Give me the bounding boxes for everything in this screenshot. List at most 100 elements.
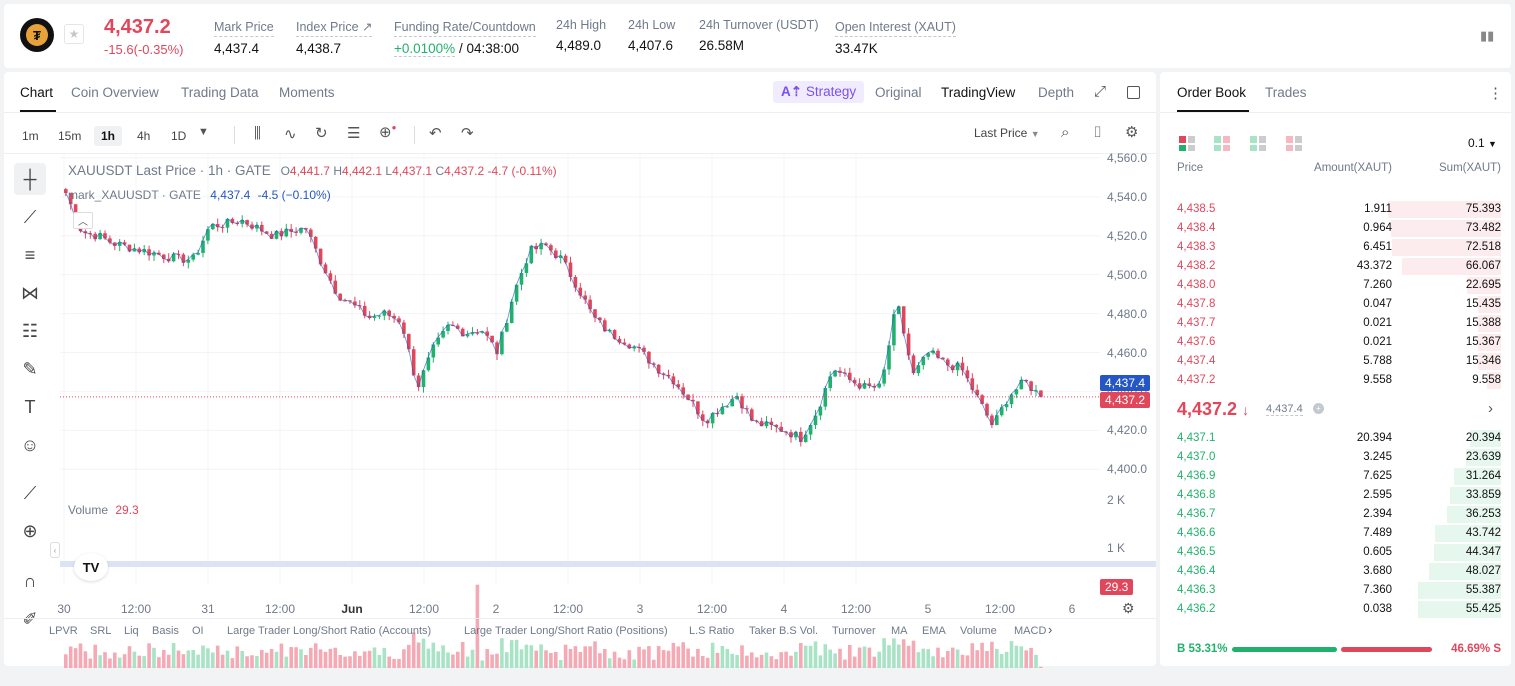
indicator-tab[interactable]: Volume — [960, 625, 997, 637]
bid-row[interactable]: 4,436.6 7.489 43.742 — [1160, 524, 1511, 543]
ask-row[interactable]: 4,438.5 1.911 75.393 — [1160, 200, 1511, 219]
bid-row[interactable]: 4,437.1 20.394 20.394 — [1160, 429, 1511, 448]
tab-trades[interactable]: Trades — [1265, 85, 1307, 100]
brush-tool-icon[interactable]: ✎ — [22, 358, 38, 379]
ask-row[interactable]: 4,437.2 9.558 9.558 — [1160, 371, 1511, 390]
timeframe-1h[interactable]: 1h — [94, 126, 123, 146]
horizontal-lines-tool-icon[interactable]: ≡ — [24, 244, 36, 265]
tab-tradingview[interactable]: TradingView — [941, 85, 1016, 100]
ask-row[interactable]: 4,438.0 7.260 22.695 — [1160, 276, 1511, 295]
ask-row[interactable]: 4,437.8 0.047 15.435 — [1160, 295, 1511, 314]
precision-select[interactable]: 0.1 ▼ — [1468, 136, 1497, 150]
chart-settings-gear-icon[interactable]: ⚙ — [1122, 600, 1135, 616]
trendline-tool-icon[interactable]: ⟋ — [23, 206, 37, 227]
gear-icon[interactable]: ⚙ — [1125, 124, 1139, 141]
timeframe-dropdown-icon[interactable]: ▼ — [198, 126, 209, 138]
more-options-icon[interactable]: ⋮ — [1488, 85, 1503, 102]
indicator-tab[interactable]: L.S Ratio — [689, 625, 735, 637]
indicator-tab[interactable]: Basis — [152, 625, 179, 637]
book-view-asks-icon[interactable] — [1286, 136, 1302, 151]
book-view-both-icon[interactable] — [1179, 136, 1195, 151]
indicator-tab[interactable]: Large Trader Long/Short Ratio (Accounts) — [227, 625, 432, 637]
stat-funding-rate[interactable]: Funding Rate/Countdown +0.0100% / 04:38:… — [394, 18, 536, 57]
favorite-star-icon[interactable]: ★ — [64, 24, 84, 44]
ask-row[interactable]: 4,438.4 0.964 73.482 — [1160, 219, 1511, 238]
text-tool-icon[interactable]: T — [24, 396, 36, 417]
ask-row[interactable]: 4,438.2 43.372 66.067 — [1160, 257, 1511, 276]
bid-row[interactable]: 4,436.8 2.595 33.859 — [1160, 486, 1511, 505]
indicator-tab[interactable]: EMA — [922, 625, 946, 637]
templates-icon[interactable]: ☰ — [347, 125, 361, 142]
timeframe-1d[interactable]: 1D — [171, 129, 187, 143]
price-source-select[interactable]: Last Price ▼ — [974, 126, 1040, 140]
tab-chart[interactable]: Chart — [20, 85, 54, 100]
ruler-tool-icon[interactable]: ⟋ — [23, 482, 37, 503]
fibonacci-tool-icon[interactable]: ☷ — [21, 320, 39, 341]
timeframe-4h[interactable]: 4h — [137, 129, 151, 143]
candle-body — [862, 383, 867, 389]
collapse-toolbar-icon[interactable]: ‹ — [50, 542, 60, 558]
chevron-right-icon[interactable]: › — [1488, 400, 1493, 417]
ask-row[interactable]: 4,437.4 5.788 15.346 — [1160, 352, 1511, 371]
indicator-tab[interactable]: SRL — [90, 625, 112, 637]
tab-trading-data[interactable]: Trading Data — [181, 85, 259, 100]
crosshair-tool-icon[interactable]: ┼ — [14, 163, 46, 195]
magnet-tool-icon[interactable]: ∩ — [23, 570, 37, 591]
stat-open-interest[interactable]: Open Interest (XAUT) 33.47K — [835, 18, 956, 56]
bid-row[interactable]: 4,436.3 7.360 55.387 — [1160, 581, 1511, 600]
volume-bar — [676, 646, 681, 668]
camera-icon[interactable]: ⌷ — [1093, 124, 1103, 141]
tab-original[interactable]: Original — [875, 85, 922, 100]
indicator-tab[interactable]: MA — [891, 625, 908, 637]
candlestick-chart[interactable] — [60, 154, 1156, 686]
indicators-icon[interactable]: ∿ — [284, 126, 297, 143]
candle-body — [495, 342, 499, 355]
ask-row[interactable]: 4,437.6 0.021 15.367 — [1160, 333, 1511, 352]
book-view-split-icon[interactable] — [1214, 136, 1230, 151]
emoji-tool-icon[interactable]: ☺ — [20, 434, 40, 455]
indicator-tab[interactable]: LPVR — [49, 625, 78, 637]
chevron-right-icon[interactable]: › — [1048, 622, 1053, 637]
expand-icon[interactable]: ⤢ — [1094, 83, 1107, 100]
stat-index-price[interactable]: Index Price ↗ 4,438.7 — [296, 18, 373, 56]
volume-bar — [211, 652, 215, 668]
fullscreen-icon[interactable] — [1127, 86, 1140, 99]
bid-row[interactable]: 4,436.5 0.605 44.347 — [1160, 543, 1511, 562]
search-icon[interactable]: ⌕ — [1061, 124, 1070, 141]
pattern-tool-icon[interactable]: ⋈ — [21, 282, 39, 303]
indicator-tab[interactable]: Large Trader Long/Short Ratio (Positions… — [464, 625, 668, 637]
tab-order-book[interactable]: Order Book — [1177, 85, 1247, 100]
bid-row[interactable]: 4,436.9 7.625 31.264 — [1160, 467, 1511, 486]
tradingview-logo-icon[interactable]: TV — [74, 553, 108, 581]
tab-depth[interactable]: Depth — [1038, 85, 1075, 100]
ask-row[interactable]: 4,438.3 6.451 72.518 — [1160, 238, 1511, 257]
bid-row[interactable]: 4,437.0 3.245 23.639 — [1160, 448, 1511, 467]
undo-icon[interactable]: ↶ — [429, 125, 442, 142]
indicator-tab[interactable]: OI — [192, 625, 204, 637]
ticker-header: ₮ ★ 4,437.2 -15.6(-0.35%) Mark Price 4,4… — [4, 4, 1511, 68]
bid-row[interactable]: 4,436.4 3.680 48.027 — [1160, 562, 1511, 581]
zoom-in-tool-icon[interactable]: ⊕ — [22, 520, 38, 541]
indicator-tab[interactable]: Taker B.S Vol. — [749, 625, 819, 637]
add-indicator-icon[interactable]: ⊕● — [379, 123, 397, 141]
strategy-button[interactable]: A⇡ Strategy — [773, 81, 865, 103]
ask-row[interactable]: 4,437.7 0.021 15.388 — [1160, 314, 1511, 333]
timeframe-1m[interactable]: 1m — [22, 129, 39, 143]
bid-row[interactable]: 4,436.7 2.394 36.253 — [1160, 505, 1511, 524]
indicator-tab[interactable]: Liq — [124, 625, 139, 637]
bid-row[interactable]: 4,436.2 0.038 55.425 — [1160, 600, 1511, 619]
tab-coin-overview[interactable]: Coin Overview — [71, 85, 159, 100]
book-icon[interactable]: ▮▮ — [1480, 28, 1495, 43]
candle-style-icon[interactable]: ⫼ — [254, 125, 261, 142]
indicator-tab[interactable]: MACD — [1014, 625, 1047, 637]
stat-mark-price[interactable]: Mark Price 4,437.4 — [214, 18, 274, 56]
tab-moments[interactable]: Moments — [279, 85, 335, 100]
indicator-tab[interactable]: Turnover — [832, 625, 876, 637]
volume-bar — [950, 647, 955, 668]
redo-icon[interactable]: ↷ — [461, 125, 474, 142]
replay-icon[interactable]: ↻ — [315, 125, 328, 142]
collapse-legend-icon[interactable]: ︿ — [73, 212, 93, 229]
candle-body — [402, 322, 406, 334]
timeframe-15m[interactable]: 15m — [58, 129, 82, 143]
book-view-bids-icon[interactable] — [1250, 136, 1266, 151]
